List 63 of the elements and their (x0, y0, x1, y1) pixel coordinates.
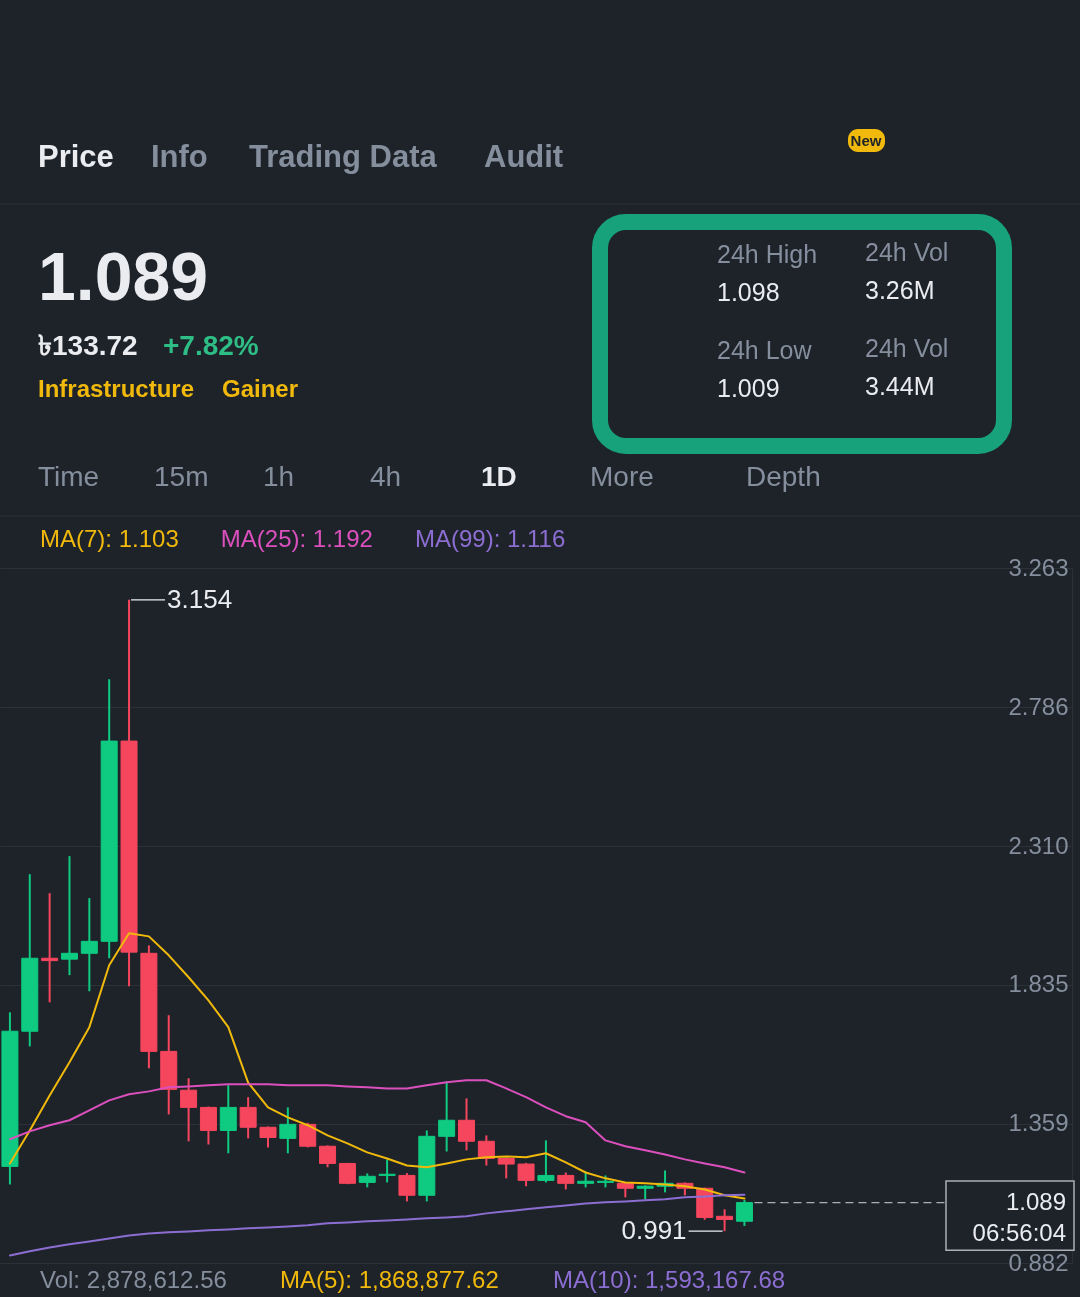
candlestick (716, 1208, 734, 1233)
text: New (850, 132, 882, 149)
candlestick (299, 1121, 317, 1149)
text: Audit (484, 139, 564, 174)
text: 24h Low (717, 336, 813, 364)
text: 24h High (717, 240, 818, 268)
text: 4h (370, 461, 402, 492)
candlestick (279, 1106, 297, 1155)
candlestick (41, 892, 59, 1004)
annotation: 0.991 (621, 1215, 687, 1246)
text: Depth (746, 461, 821, 492)
text: MA(99): 1.116 (415, 525, 566, 552)
text: MA(25): 1.192 (220, 525, 373, 552)
text: Trading Data (249, 139, 438, 174)
text: Price (38, 139, 114, 174)
text: 1.098 (717, 278, 780, 306)
candlestick (180, 1077, 198, 1143)
candlestick (259, 1125, 277, 1149)
candlestick (398, 1172, 416, 1203)
candlestick (80, 897, 98, 993)
text: MA(10): 1,593,167.68 (553, 1266, 786, 1293)
text: Vol: 2,878,612.56 (40, 1266, 227, 1293)
candlestick (735, 1198, 753, 1227)
candlestick (537, 1139, 555, 1184)
text: ৳133.72 (38, 330, 138, 361)
text: Info (151, 139, 208, 174)
candlestick (458, 1097, 476, 1152)
y-tick-label: 3.263 (1008, 553, 1069, 581)
candlestick (199, 1105, 217, 1146)
y-tick-label: 2.310 (1008, 831, 1069, 859)
line-series (8, 1079, 746, 1174)
text: Infrastructure (38, 375, 195, 402)
text: 3.26M (865, 276, 935, 304)
y-tick-label: 2.786 (1008, 692, 1069, 720)
candlestick (497, 1157, 515, 1180)
text: 3.44M (865, 372, 935, 400)
candlestick (438, 1080, 456, 1153)
text: 24h Vol (865, 238, 949, 266)
y-tick-label: 1.835 (1008, 970, 1069, 998)
text: 15m (154, 461, 209, 492)
text: 1D (481, 461, 517, 492)
text: 1.089 (38, 238, 209, 314)
line-series (8, 1193, 746, 1257)
text: More (590, 461, 654, 492)
text: Gainer (222, 375, 299, 402)
candlestick (239, 1096, 257, 1140)
text: MA(5): 1,868,877.62 (280, 1266, 499, 1293)
candlestick (319, 1144, 337, 1169)
line-series (8, 932, 746, 1200)
y-tick-label: 1.359 (1008, 1109, 1069, 1137)
text: 24h Vol (865, 334, 949, 362)
text: MA(7): 1.103 (40, 525, 179, 552)
candlestick (378, 1158, 396, 1184)
text: Time (38, 461, 100, 492)
text: 1h (263, 461, 295, 492)
candlestick (219, 1084, 237, 1155)
candlestick (60, 855, 78, 977)
y-tick-label: 0.882 (1008, 1248, 1069, 1276)
annotation: 06:56:04 (972, 1218, 1066, 1246)
text: +7.82% (163, 330, 259, 361)
text: 1.009 (717, 374, 780, 402)
ref-line-label: 1.089 (1005, 1187, 1066, 1215)
annotation: 3.154 (167, 583, 233, 614)
